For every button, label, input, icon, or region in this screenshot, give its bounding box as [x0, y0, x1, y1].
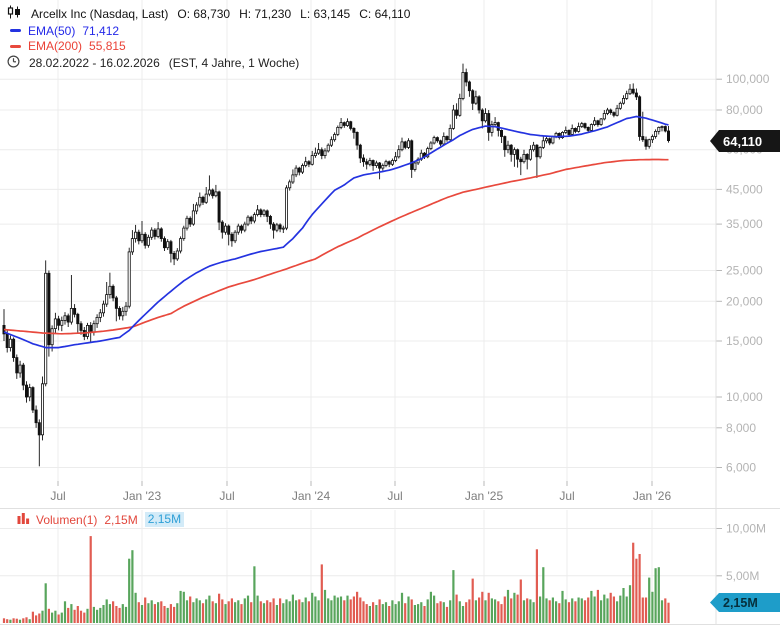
ema200-value: 55,815: [89, 39, 126, 53]
ema200-line: [3, 158, 669, 335]
clock-icon: [7, 54, 20, 72]
svg-text:Jul: Jul: [219, 489, 234, 503]
ohlc-high: H: 71,230: [239, 6, 292, 21]
ema50-label: EMA(50): [28, 23, 76, 38]
last-volume-badge: 2,15M: [710, 593, 780, 612]
svg-text:5,00M: 5,00M: [726, 569, 759, 583]
svg-text:Jul: Jul: [50, 489, 65, 503]
volume-label: Volumen(1): [36, 512, 98, 527]
volume-bars-layer: [2, 536, 670, 623]
chart-header: Arcellx Inc (Nasdaq, Last) O: 68,730 H: …: [7, 5, 410, 72]
symbol-title: Arcellx Inc (Nasdaq, Last): [31, 6, 169, 21]
svg-text:15,000: 15,000: [726, 334, 763, 348]
ema200-label: EMA(200): [28, 39, 83, 53]
svg-text:35,000: 35,000: [726, 217, 763, 231]
ohlc-open: O: 68,730: [177, 6, 231, 21]
svg-text:8,000: 8,000: [726, 421, 756, 435]
ohlc-low: L: 63,145: [300, 6, 351, 21]
symbol-row: Arcellx Inc (Nasdaq, Last) O: 68,730 H: …: [7, 5, 410, 23]
ohlc-close: C: 64,110: [359, 6, 411, 21]
svg-text:10,00M: 10,00M: [726, 522, 766, 536]
volume-legend[interactable]: Volumen(1) 2,15M 2,15M: [17, 512, 185, 527]
svg-text:Jan '24: Jan '24: [292, 489, 331, 503]
ema50-swatch-icon: [10, 29, 21, 33]
date-range-detail: (EST, 4 Jahre, 1 Woche): [168, 55, 300, 70]
last-price-badge: 64,110: [710, 130, 780, 152]
ema200-swatch-icon: [10, 44, 21, 48]
date-range-text: 28.02.2022 - 16.02.2026: [29, 55, 160, 70]
ema50-legend[interactable]: EMA(50) 71,412: [7, 24, 410, 39]
svg-text:45,000: 45,000: [726, 182, 763, 196]
svg-text:Jan '26: Jan '26: [633, 489, 672, 503]
svg-text:Jul: Jul: [559, 489, 574, 503]
candles-layer: [2, 63, 671, 467]
svg-text:10,000: 10,000: [726, 390, 763, 404]
volume-bars-icon: [17, 512, 30, 527]
volume-value: 2,15M: [104, 512, 138, 527]
volume-cursor-value: 2,15M: [144, 512, 185, 527]
svg-text:25,000: 25,000: [726, 264, 763, 278]
ema200-legend[interactable]: EMA(200) 55,815: [7, 39, 410, 54]
ema50-line: [3, 115, 669, 349]
svg-text:Jul: Jul: [387, 489, 402, 503]
svg-text:20,000: 20,000: [726, 294, 763, 308]
candlestick-chart-icon: [7, 5, 22, 23]
svg-text:Jan '25: Jan '25: [465, 489, 504, 503]
svg-text:Jan '23: Jan '23: [123, 489, 162, 503]
svg-text:80,000: 80,000: [726, 103, 763, 117]
svg-text:6,000: 6,000: [726, 461, 756, 475]
svg-text:100,000: 100,000: [726, 72, 770, 86]
date-range-row: 28.02.2022 - 16.02.2026 (EST, 4 Jahre, 1…: [7, 54, 410, 72]
ema50-value: 71,412: [82, 23, 120, 38]
